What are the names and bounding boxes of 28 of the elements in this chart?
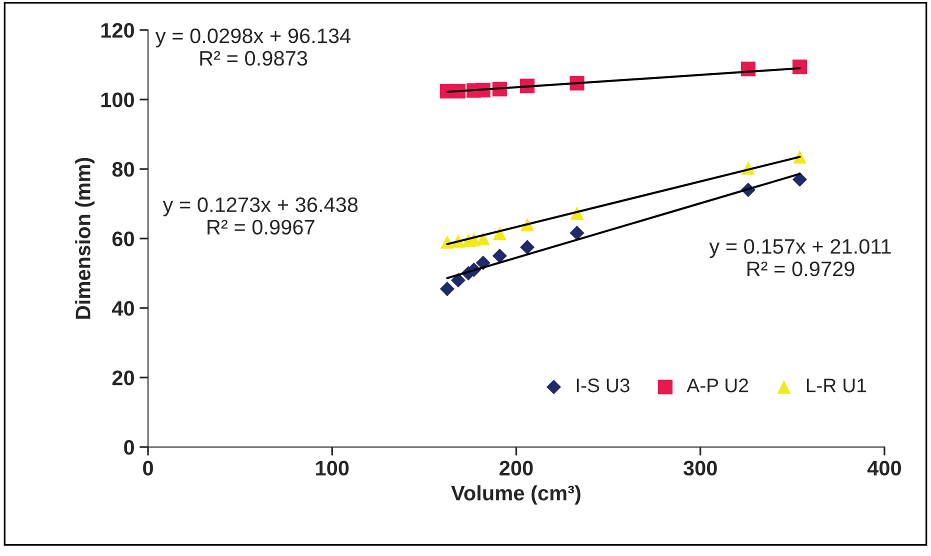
legend-label: L-R U1 [806,378,866,392]
point [792,172,808,187]
point [450,272,466,288]
point [476,232,490,246]
x-tick-label: 400 [867,460,901,476]
y-tick-label: 40 [112,301,134,316]
y-tick-label: 80 [112,162,134,177]
x-tick-label: 0 [143,460,153,476]
x-tick-label: 300 [683,460,717,476]
y-tick-label: 60 [112,232,134,246]
y-tick-label: 20 [112,370,134,386]
point [440,282,454,296]
legend-label: I-S U3 [576,378,630,392]
y-tick-label: 120 [101,23,134,38]
legend-label: A-P U2 [686,378,748,392]
annotation: y = 0.0298x + 96.134 R² = 0.9873 [155,28,351,66]
point [520,240,535,254]
x-axis-title: Volume (cm³) [451,485,580,505]
y-tick-label: 0 [124,440,134,455]
annotation: y = 0.157x + 21.011 R² = 0.9729 [709,239,891,276]
annotation: y = 0.1273x + 36.438 R² = 0.9967 [162,197,358,235]
x-tick-label: 100 [316,460,349,476]
point [492,248,507,264]
y-axis-title: Dimension (mm) [75,158,95,319]
point [792,60,808,74]
y-tick-label: 100 [101,92,134,108]
point [570,226,584,240]
x-tick-label: 200 [500,460,533,476]
